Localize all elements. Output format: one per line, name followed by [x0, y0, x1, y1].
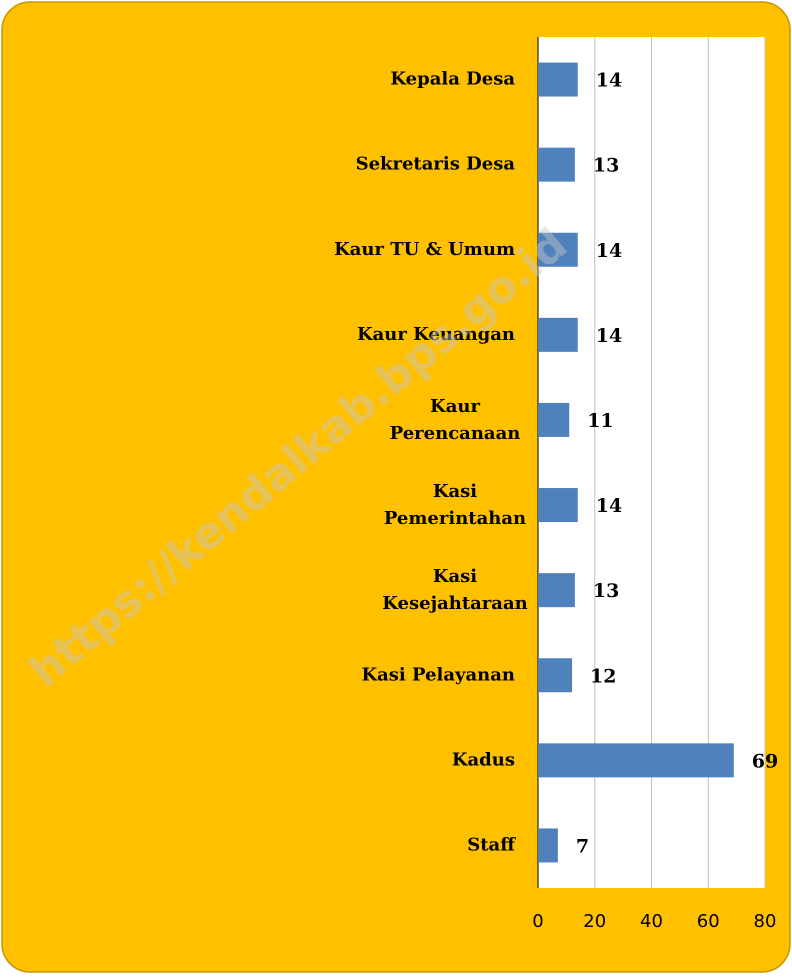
bar	[538, 573, 575, 608]
data-label: 11	[587, 410, 613, 432]
y-tick-label: Kasi Pemerintahan	[384, 481, 526, 529]
y-tick-label: Sekretaris Desa	[356, 154, 516, 175]
y-tick-label: Kasi Pelayanan	[361, 664, 515, 685]
data-label: 13	[593, 155, 619, 177]
x-tick-label: 40	[640, 911, 663, 932]
y-tick-label: Kepala Desa	[390, 69, 515, 90]
y-tick-label: Kasi Kesejahtaraan	[382, 566, 527, 614]
data-label: 14	[596, 70, 622, 92]
y-tick-label: Kaur TU & Umum	[334, 239, 515, 260]
bar	[538, 232, 578, 267]
bar	[538, 488, 578, 523]
data-label: 14	[596, 240, 622, 262]
y-tick-label: Kaur Keuangan	[357, 324, 515, 345]
x-tick-label: 0	[532, 911, 543, 932]
data-label: 12	[590, 665, 616, 687]
data-label: 14	[596, 495, 622, 517]
bar	[538, 317, 578, 352]
bar	[538, 658, 573, 693]
y-tick-label: Kadus	[452, 749, 515, 770]
data-label: 69	[752, 750, 778, 772]
x-tick-label: 60	[697, 911, 720, 932]
bar	[538, 743, 734, 778]
x-tick-label: 80	[754, 911, 777, 932]
bar	[538, 402, 570, 437]
x-tick-label: 20	[583, 911, 606, 932]
bar	[538, 62, 578, 97]
bar	[538, 828, 558, 863]
bar	[538, 147, 575, 182]
data-label: 13	[593, 580, 619, 602]
y-tick-label: Kaur Perencanaan	[390, 396, 521, 444]
data-label: 7	[576, 835, 589, 857]
y-tick-label: Staff	[467, 834, 516, 855]
data-label: 14	[596, 325, 622, 347]
